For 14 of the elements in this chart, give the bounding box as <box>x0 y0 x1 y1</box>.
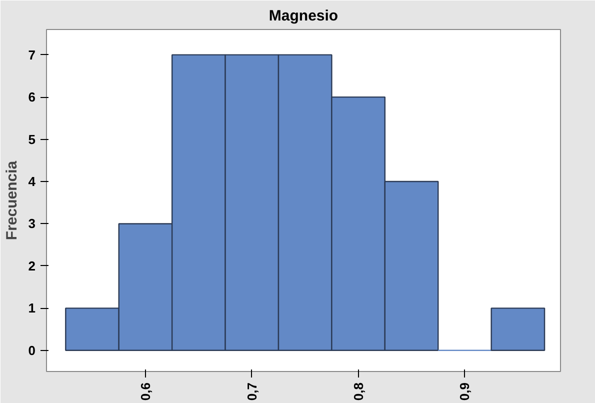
x-tick-label: 0,6 <box>138 382 153 401</box>
y-tick-label: 6 <box>28 90 36 105</box>
x-tick-label: 0,8 <box>350 382 366 401</box>
y-tick-label: 3 <box>28 216 36 232</box>
y-axis-title: Frecuencia <box>3 160 20 240</box>
y-tick-label: 7 <box>28 47 36 62</box>
x-tick-label: 0,7 <box>244 382 260 401</box>
y-tick-label: 4 <box>28 174 36 189</box>
y-tick-label: 2 <box>28 258 36 274</box>
x-tick-label: 0,9 <box>457 382 472 401</box>
y-tick-label: 5 <box>28 132 36 147</box>
y-tick-label: 0 <box>28 342 36 358</box>
y-tick-label: 1 <box>28 300 36 316</box>
chart-title: Magnesio <box>268 8 338 24</box>
